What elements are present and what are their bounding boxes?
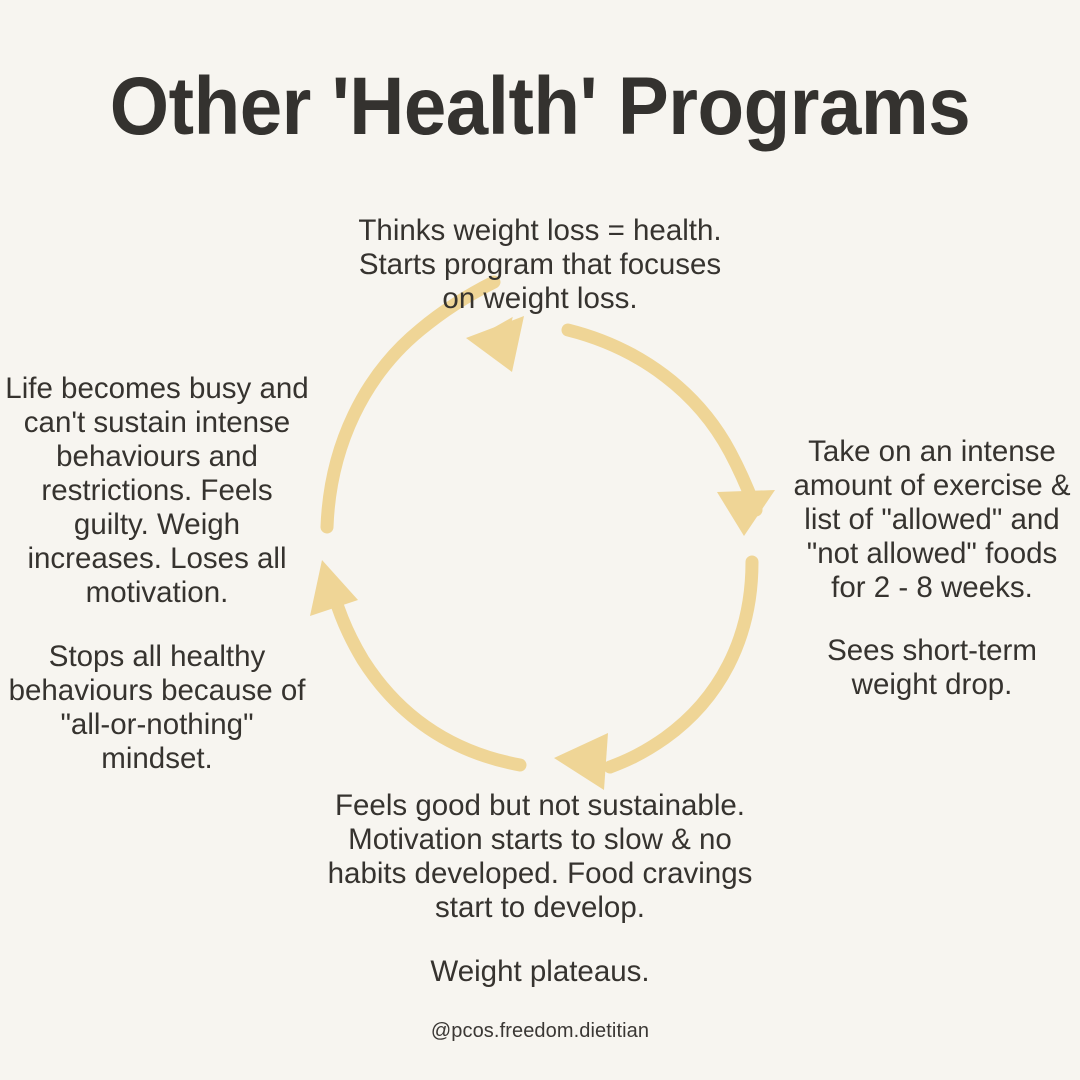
- node-bottom-sub-line1: Weight plateaus.: [430, 955, 650, 988]
- cycle-arrow-bottomleft-up-shaft: [328, 591, 527, 772]
- node-left-line6: increases. Loses all: [27, 541, 287, 575]
- cycle-arrow-left-up-shaft: [320, 275, 501, 534]
- node-bottom-line2: Motivation starts to slow & no: [348, 822, 732, 856]
- node-right-text: Take on an intense amount of exercise & …: [784, 435, 1080, 605]
- cycle-arrow-right-down-shaft: [603, 555, 759, 774]
- node-top-text: Thinks weight loss = health. Starts prog…: [330, 214, 750, 316]
- cycle-arrow-topright-down: [561, 323, 775, 536]
- node-bottom-line3: habits developed. Food cravings: [327, 856, 753, 890]
- node-left-line5: guilty. Weigh: [73, 507, 241, 541]
- node-left-sub-line1: Stops all healthy: [48, 640, 266, 673]
- node-right-line3: list of "allowed" and: [804, 502, 1060, 536]
- node-right-line1: Take on an intense: [808, 435, 1056, 468]
- node-right-sub-line2: weight drop.: [851, 667, 1013, 701]
- cycle-arrow-topright-down-shaft: [561, 323, 763, 517]
- node-top-line2: Starts program that focuses: [358, 247, 722, 281]
- node-left-text: Life becomes busy and can't sustain inte…: [2, 372, 312, 609]
- node-right-line2: amount of exercise &: [793, 468, 1071, 502]
- node-right-line5: for 2 - 8 weeks.: [831, 570, 1033, 604]
- cycle-arrowhead-left: [310, 560, 358, 616]
- account-handle: @pcos.freedom.dietitian: [430, 1020, 650, 1042]
- node-left-sub-line4: mindset.: [101, 741, 213, 775]
- node-bottom-line1: Feels good but not sustainable.: [334, 789, 745, 822]
- node-right-line4: "not allowed" foods: [806, 536, 1058, 570]
- node-left-line3: behaviours and: [56, 439, 258, 473]
- node-bottom-text: Feels good but not sustainable. Motivati…: [310, 789, 770, 925]
- cycle-arrowhead-bottom: [554, 733, 608, 790]
- node-left-line7: motivation.: [85, 575, 229, 609]
- cycle-arrowhead-right: [717, 490, 775, 536]
- node-left-line1: Life becomes busy and: [5, 372, 309, 405]
- cycle-arrow-left-up: [320, 275, 524, 534]
- node-left-sub-line2: behaviours because of: [8, 673, 306, 707]
- node-top-line1: Thinks weight loss = health.: [358, 214, 722, 247]
- node-right-subtext: Sees short-term weight drop.: [784, 634, 1080, 702]
- node-left-sub-line3: "all-or-nothing": [60, 707, 254, 741]
- node-left-subtext: Stops all healthy behaviours because of …: [2, 640, 312, 776]
- node-bottom-line4: start to develop.: [435, 890, 645, 924]
- cycle-arrow-right-down: [554, 555, 759, 790]
- node-left-line2: can't sustain intense: [23, 405, 291, 439]
- cycle-arrow-bottomleft-up: [310, 560, 527, 772]
- node-top-line3: on weight loss.: [442, 281, 638, 315]
- page-title: Other 'Health' Programs: [109, 61, 971, 152]
- node-right-sub-line1: Sees short-term: [827, 634, 1037, 667]
- node-left-line4: restrictions. Feels: [41, 473, 273, 507]
- node-bottom-subtext: Weight plateaus.: [310, 955, 770, 989]
- cycle-arrowhead-top: [466, 316, 524, 372]
